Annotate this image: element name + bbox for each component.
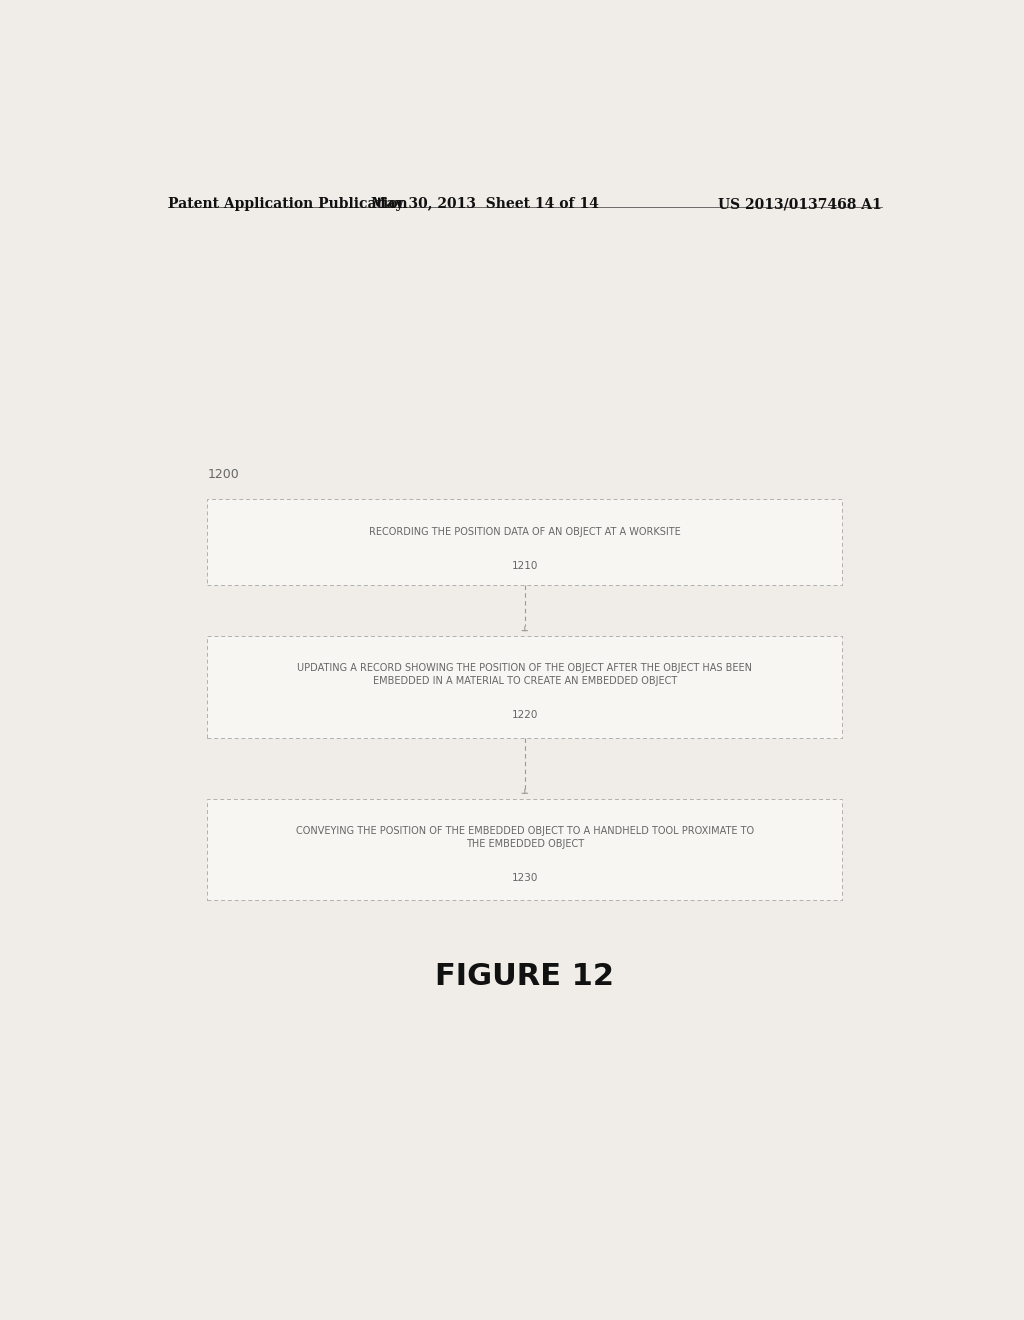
Text: 1220: 1220: [512, 710, 538, 721]
Bar: [207, 499, 843, 585]
Text: 1230: 1230: [512, 873, 538, 883]
Text: US 2013/0137468 A1: US 2013/0137468 A1: [718, 197, 882, 211]
Text: RECORDING THE POSITION DATA OF AN OBJECT AT A WORKSITE: RECORDING THE POSITION DATA OF AN OBJECT…: [369, 527, 681, 537]
Text: 1200: 1200: [207, 469, 240, 482]
Text: Patent Application Publication: Patent Application Publication: [168, 197, 408, 211]
Text: UPDATING A RECORD SHOWING THE POSITION OF THE OBJECT AFTER THE OBJECT HAS BEEN
E: UPDATING A RECORD SHOWING THE POSITION O…: [297, 663, 753, 686]
Bar: [207, 799, 843, 900]
Text: CONVEYING THE POSITION OF THE EMBEDDED OBJECT TO A HANDHELD TOOL PROXIMATE TO
TH: CONVEYING THE POSITION OF THE EMBEDDED O…: [296, 826, 754, 849]
Text: May 30, 2013  Sheet 14 of 14: May 30, 2013 Sheet 14 of 14: [371, 197, 599, 211]
Text: 1210: 1210: [512, 561, 538, 572]
Bar: [207, 636, 843, 738]
Text: FIGURE 12: FIGURE 12: [435, 962, 614, 991]
